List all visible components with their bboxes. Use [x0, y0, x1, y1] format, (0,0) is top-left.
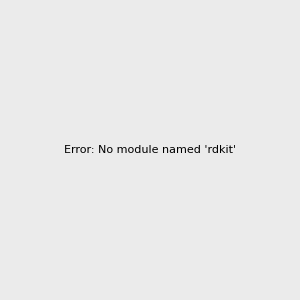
- Text: Error: No module named 'rdkit': Error: No module named 'rdkit': [64, 145, 236, 155]
